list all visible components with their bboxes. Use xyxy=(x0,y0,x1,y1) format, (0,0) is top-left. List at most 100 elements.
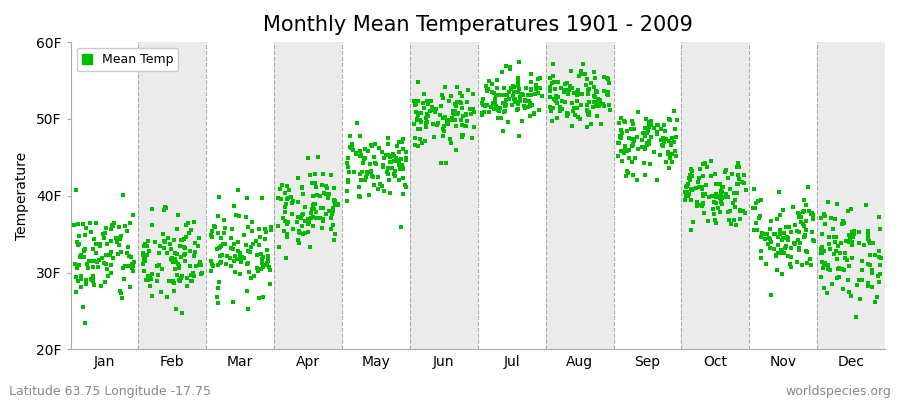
Point xyxy=(488,101,502,108)
Point xyxy=(70,220,85,227)
Point xyxy=(241,259,256,266)
Point xyxy=(413,125,428,132)
Point xyxy=(861,228,876,235)
Point xyxy=(99,224,113,231)
Point xyxy=(159,294,174,300)
Point xyxy=(320,190,334,197)
Point xyxy=(367,182,382,188)
Point xyxy=(324,172,338,178)
Point xyxy=(88,240,103,247)
Point xyxy=(688,185,703,191)
Point xyxy=(732,172,746,178)
Point xyxy=(501,89,516,95)
Point xyxy=(194,262,209,268)
Point xyxy=(399,184,413,190)
Point xyxy=(417,104,431,111)
Point xyxy=(613,133,627,139)
Point xyxy=(292,240,306,246)
Point xyxy=(698,182,713,189)
Point xyxy=(500,97,514,103)
Point xyxy=(349,120,364,126)
Point xyxy=(774,247,788,253)
Point xyxy=(138,253,152,260)
Point xyxy=(409,108,423,115)
Point xyxy=(240,305,255,312)
Point xyxy=(166,258,180,265)
Point xyxy=(298,218,312,224)
Point xyxy=(498,101,512,107)
Point xyxy=(713,195,727,202)
Point xyxy=(855,258,869,264)
Point xyxy=(792,210,806,217)
Point xyxy=(376,162,391,168)
Point xyxy=(114,295,129,302)
Point xyxy=(92,257,106,264)
Point xyxy=(263,267,277,274)
Point xyxy=(467,109,482,116)
Point xyxy=(709,193,724,200)
Point xyxy=(780,234,795,240)
Point xyxy=(621,170,635,176)
Point xyxy=(364,142,378,148)
Point xyxy=(357,145,372,152)
Point xyxy=(715,198,729,205)
Point xyxy=(738,210,752,216)
Point xyxy=(105,222,120,228)
Point xyxy=(622,134,636,141)
Point xyxy=(699,164,714,170)
Point xyxy=(252,226,266,232)
Point xyxy=(662,116,676,122)
Point xyxy=(547,79,562,86)
Point xyxy=(647,125,662,131)
Point xyxy=(797,197,812,204)
Point xyxy=(86,276,100,282)
Point xyxy=(770,250,785,256)
Point xyxy=(481,86,495,93)
Point xyxy=(678,189,692,195)
Point xyxy=(136,252,150,258)
Point xyxy=(842,289,857,295)
Point xyxy=(683,227,698,233)
Point xyxy=(175,237,189,243)
Point xyxy=(381,135,395,141)
Point xyxy=(728,222,742,228)
Point xyxy=(695,184,709,190)
Point xyxy=(531,76,545,82)
Point xyxy=(103,252,117,258)
Point xyxy=(723,208,737,215)
Point xyxy=(387,158,401,164)
Point xyxy=(296,211,310,218)
Point xyxy=(125,264,140,271)
Point xyxy=(357,154,372,161)
Point xyxy=(873,226,887,232)
Point xyxy=(140,238,155,244)
Point xyxy=(303,172,318,178)
Point xyxy=(792,214,806,220)
Point xyxy=(510,74,525,81)
Point xyxy=(643,138,657,145)
Point xyxy=(655,143,670,150)
Point xyxy=(284,194,299,200)
Point xyxy=(574,68,589,74)
Point xyxy=(689,199,704,206)
Point xyxy=(558,80,572,87)
Point xyxy=(778,245,792,251)
Point xyxy=(685,168,699,174)
Point xyxy=(860,235,875,242)
Point xyxy=(323,214,338,221)
Point xyxy=(861,283,876,289)
Point xyxy=(696,193,710,199)
Point xyxy=(868,299,883,305)
Point xyxy=(410,100,424,107)
Point xyxy=(619,173,634,180)
Point xyxy=(302,155,316,161)
Title: Monthly Mean Temperatures 1901 - 2009: Monthly Mean Temperatures 1901 - 2009 xyxy=(263,15,693,35)
Point xyxy=(580,86,595,93)
Point xyxy=(861,260,876,267)
Point xyxy=(244,228,258,234)
Point xyxy=(717,169,732,175)
Point xyxy=(874,255,888,261)
Point xyxy=(264,227,278,233)
Point xyxy=(500,119,515,126)
Point xyxy=(263,281,277,288)
